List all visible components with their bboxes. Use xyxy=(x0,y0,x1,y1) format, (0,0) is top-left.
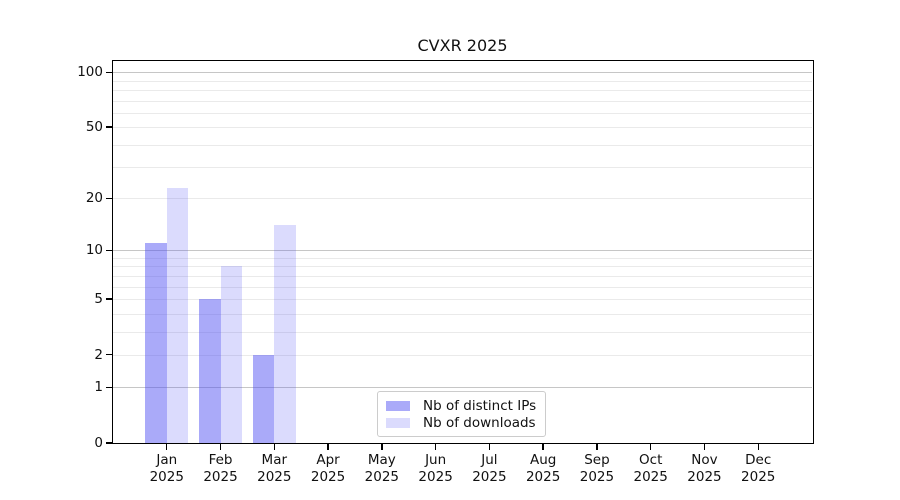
bar-downloads-feb xyxy=(220,266,243,443)
x-tick-label: Dec 2025 xyxy=(723,452,793,485)
x-tick-mark xyxy=(757,444,759,450)
y-tick-mark xyxy=(106,197,113,200)
y-tick-label: 100 xyxy=(77,64,103,81)
x-tick-mark xyxy=(488,444,491,450)
x-tick-year: 2025 xyxy=(418,468,453,485)
y-tick-label: 0 xyxy=(94,435,103,451)
x-tick-month: Jul xyxy=(481,452,498,468)
bar-downloads-mar xyxy=(274,225,296,443)
x-tick-month: May xyxy=(367,452,396,468)
y-tick-mark xyxy=(106,71,113,73)
x-tick-year: 2025 xyxy=(687,468,722,485)
y-tick-label: 1 xyxy=(94,379,103,396)
x-tick-year: 2025 xyxy=(149,468,184,485)
y-tick-label: 20 xyxy=(85,190,103,207)
legend-item-distinct-ips: Nb of distinct IPs xyxy=(386,397,537,414)
x-tick-year: 2025 xyxy=(310,468,346,485)
x-tick-month: Feb xyxy=(208,452,233,468)
legend-label-downloads: Nb of downloads xyxy=(423,414,536,431)
bar-distinct-ips-mar xyxy=(252,354,275,443)
x-tick-mark xyxy=(649,444,652,450)
x-tick-year: 2025 xyxy=(203,468,238,485)
y-tick-mark xyxy=(106,126,113,128)
x-tick-label: Jul 2025 xyxy=(454,452,524,485)
legend-item-downloads: Nb of downloads xyxy=(386,414,537,431)
x-tick-mark xyxy=(703,444,706,450)
y-tick-mark xyxy=(106,386,113,388)
x-tick-mark xyxy=(596,444,598,450)
x-tick-mark xyxy=(219,444,222,450)
x-tick-month: Apr xyxy=(316,452,340,468)
x-tick-month: Aug xyxy=(529,452,557,468)
x-tick-label: Mar 2025 xyxy=(239,452,309,485)
x-tick-month: Sep xyxy=(584,452,610,468)
x-tick-label: Aug 2025 xyxy=(508,452,578,485)
x-tick-month: Dec xyxy=(745,452,772,468)
y-tick-label: 50 xyxy=(85,119,103,136)
x-tick-mark xyxy=(542,444,544,450)
x-tick-mark xyxy=(381,444,383,450)
x-tick-year: 2025 xyxy=(741,468,776,485)
bar-distinct-ips-feb xyxy=(199,299,221,443)
legend-label-distinct-ips: Nb of distinct IPs xyxy=(423,397,537,414)
x-tick-year: 2025 xyxy=(364,468,400,485)
y-tick-mark xyxy=(106,442,113,444)
x-tick-month: Nov xyxy=(691,452,718,468)
x-tick-mark xyxy=(327,444,329,450)
x-tick-label: Jan 2025 xyxy=(132,452,202,485)
y-tick-label: 5 xyxy=(94,291,103,308)
x-tick-year: 2025 xyxy=(257,468,292,485)
chart-title: CVXR 2025 xyxy=(417,36,508,55)
x-tick-year: 2025 xyxy=(525,468,561,485)
x-tick-year: 2025 xyxy=(633,468,668,485)
legend: Nb of distinct IPs Nb of downloads xyxy=(377,391,546,437)
legend-swatch-downloads xyxy=(386,417,410,428)
bar-distinct-ips-jan xyxy=(145,243,167,443)
x-tick-mark xyxy=(434,444,437,450)
y-tick-label: 10 xyxy=(85,242,103,259)
y-tick-mark xyxy=(106,354,113,356)
x-tick-label: Feb 2025 xyxy=(186,452,256,485)
x-tick-mark xyxy=(166,444,168,450)
x-tick-year: 2025 xyxy=(579,468,615,485)
x-tick-month: Mar xyxy=(261,452,288,468)
x-tick-mark xyxy=(273,444,275,450)
x-tick-label: Nov 2025 xyxy=(669,452,739,485)
x-tick-year: 2025 xyxy=(472,468,507,485)
y-tick-mark xyxy=(106,249,113,252)
legend-swatch-distinct-ips xyxy=(386,400,410,411)
x-tick-label: May 2025 xyxy=(347,452,417,485)
x-tick-label: Apr 2025 xyxy=(293,452,363,485)
x-tick-label: Sep 2025 xyxy=(562,452,632,485)
x-tick-month: Jan xyxy=(156,452,178,468)
y-tick-mark xyxy=(106,298,113,300)
bar-downloads-jan xyxy=(166,187,189,443)
x-tick-month: Oct xyxy=(639,452,663,468)
plot-area xyxy=(112,60,814,444)
x-tick-label: Jun 2025 xyxy=(401,452,471,485)
y-tick-label: 2 xyxy=(94,346,103,363)
x-tick-label: Oct 2025 xyxy=(616,452,686,485)
x-tick-month: Jun xyxy=(425,452,447,468)
